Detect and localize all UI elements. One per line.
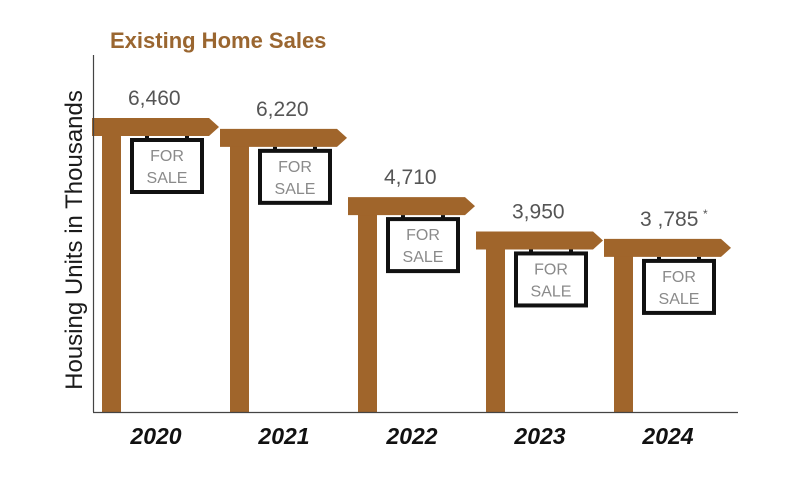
sign-text-line2-2022: SALE (403, 249, 444, 266)
bar-post-2021 (230, 130, 249, 412)
data-label-2023: 3,950 (512, 200, 565, 223)
sign-text-line1-2022: FOR (406, 227, 440, 244)
x-tick-label-2023: 2023 (513, 423, 565, 449)
sign-text-line2-2023: SALE (531, 283, 572, 300)
bar-post-2020 (102, 120, 121, 412)
data-label-2020: 6,460 (128, 87, 181, 110)
x-tick-label-2024: 2024 (641, 423, 693, 449)
sign-text-line1-2021: FOR (278, 159, 312, 176)
x-tick-label-2022: 2022 (385, 423, 437, 449)
bar-post-2023 (486, 233, 505, 412)
bar-post-2022 (358, 199, 377, 412)
bar-arm-2023 (476, 231, 603, 250)
sign-text-line1-2023: FOR (534, 261, 568, 278)
sign-text-line1-2024: FOR (662, 269, 696, 286)
bar-arm-2021 (220, 128, 347, 147)
data-label-2021: 6,220 (256, 98, 309, 121)
y-axis-label: Housing Units in Thousands (61, 90, 88, 390)
sign-text-line2-2020: SALE (147, 170, 188, 187)
for-sale-sign-2024 (642, 258, 716, 315)
data-label-2024: 3 ,785 (640, 208, 698, 231)
sign-text-line1-2020: FOR (150, 148, 184, 165)
for-sale-sign-2022 (386, 217, 460, 274)
bar-post-2024 (614, 240, 633, 412)
sign-text-line2-2024: SALE (659, 291, 700, 308)
data-label-2022: 4,710 (384, 166, 437, 189)
sign-text-line2-2021: SALE (275, 181, 316, 198)
bar-arm-2020 (92, 118, 219, 136)
for-sale-sign-2021 (258, 148, 332, 205)
bar-arm-2022 (348, 197, 475, 216)
for-sale-sign-2020 (130, 138, 204, 194)
data-label-note-2024: * (703, 207, 708, 221)
x-tick-label-2020: 2020 (129, 423, 181, 449)
x-tick-label-2021: 2021 (257, 423, 309, 449)
bar-arm-2024 (604, 238, 731, 257)
for-sale-sign-2023 (514, 251, 588, 308)
chart-title: Existing Home Sales (110, 28, 326, 53)
